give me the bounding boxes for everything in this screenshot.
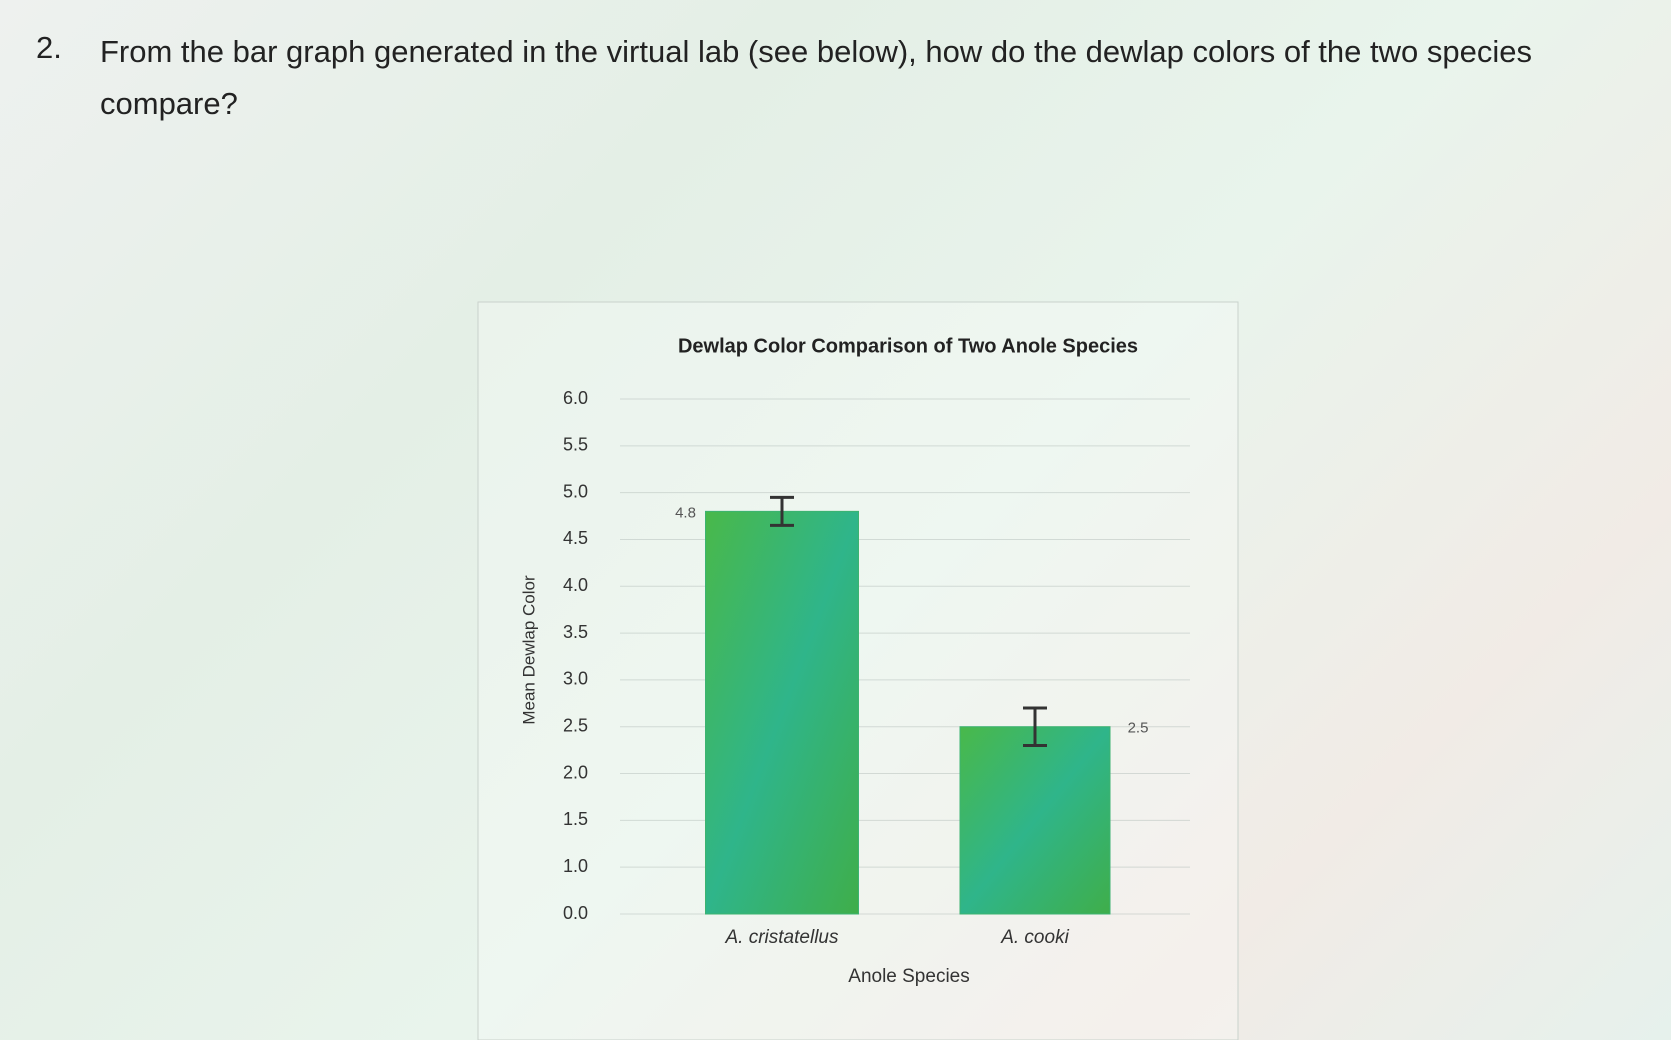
y-tick-label: 5.0 <box>563 481 588 501</box>
y-tick-label: 4.0 <box>563 575 588 595</box>
y-axis-label: Mean Dewlap Color <box>519 575 538 725</box>
y-tick-label: 3.0 <box>563 669 588 689</box>
question-number: 2. <box>36 30 62 65</box>
y-tick-label: 5.5 <box>563 435 588 455</box>
bar <box>959 726 1111 915</box>
y-tick-label: 6.0 <box>563 388 588 408</box>
x-tick-label: A. cristatellus <box>725 927 839 948</box>
question-box: From the bar graph generated in the virt… <box>100 34 1532 121</box>
y-tick-label: 1.5 <box>563 809 588 829</box>
chart-title: Dewlap Color Comparison of Two Anole Spe… <box>678 335 1138 357</box>
bar <box>705 510 859 915</box>
y-tick-label: 2.5 <box>563 715 588 735</box>
y-tick-label: 1.0 <box>563 856 588 876</box>
data-label: 2.5 <box>1128 720 1149 737</box>
y-tick-label: 2.0 <box>563 762 588 782</box>
error-bar <box>1023 706 1047 747</box>
y-tick-label: 0.0 <box>563 903 588 923</box>
question-text: From the bar graph generated in the virt… <box>100 34 1532 121</box>
x-axis-label: Anole Species <box>848 966 969 987</box>
error-bar <box>770 495 794 527</box>
y-tick-label: 4.5 <box>563 528 588 548</box>
x-tick-label: A. cooki <box>1000 927 1069 948</box>
y-tick-label: 3.5 <box>563 622 588 642</box>
data-label: 4.8 <box>675 504 696 521</box>
